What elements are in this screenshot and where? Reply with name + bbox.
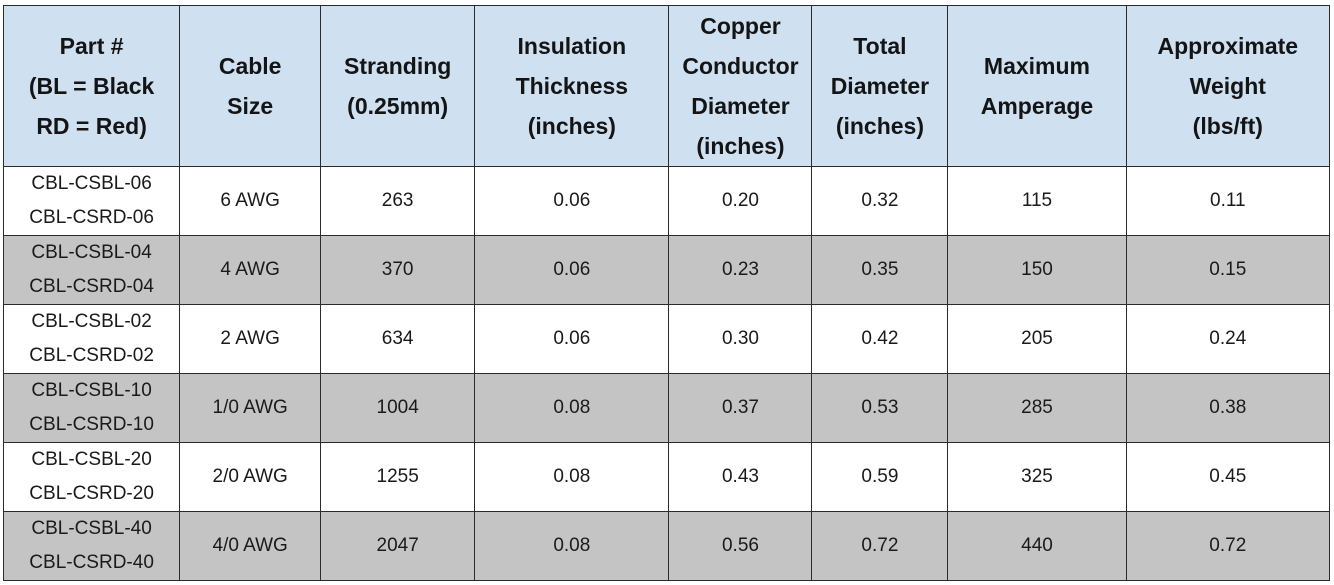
cell-approximate-weight: 0.38 (1125, 373, 1331, 443)
header-insulation-thickness: Insulation Thickness (inches) (474, 5, 670, 167)
cell-cable-size: 1/0 AWG (179, 373, 322, 443)
cell-cable-size: 6 AWG (179, 166, 322, 236)
spec-table-container: Part # (BL = Black RD = Red) Cable Size … (2, 5, 1331, 581)
cell-stranding: 1004 (320, 373, 476, 443)
cell-part-number: CBL-CSBL-40 CBL-CSRD-40 (2, 511, 181, 581)
cell-approximate-weight: 0.45 (1125, 442, 1331, 512)
table-header: Part # (BL = Black RD = Red) Cable Size … (2, 5, 1331, 167)
cell-total-diameter: 0.42 (811, 304, 949, 374)
table-row: CBL-CSBL-10 CBL-CSRD-10 1/0 AWG 1004 0.0… (2, 373, 1331, 443)
cell-total-diameter: 0.35 (811, 235, 949, 305)
cell-total-diameter: 0.53 (811, 373, 949, 443)
table-row: CBL-CSBL-40 CBL-CSRD-40 4/0 AWG 2047 0.0… (2, 511, 1331, 581)
cell-total-diameter: 0.59 (811, 442, 949, 512)
cell-copper-conductor-diameter: 0.43 (668, 442, 813, 512)
cell-insulation-thickness: 0.06 (474, 304, 670, 374)
cell-approximate-weight: 0.11 (1125, 166, 1331, 236)
cell-copper-conductor-diameter: 0.23 (668, 235, 813, 305)
cell-maximum-amperage: 150 (947, 235, 1127, 305)
cell-part-number: CBL-CSBL-02 CBL-CSRD-02 (2, 304, 181, 374)
cell-maximum-amperage: 440 (947, 511, 1127, 581)
cell-cable-size: 4 AWG (179, 235, 322, 305)
cell-part-number: CBL-CSBL-06 CBL-CSRD-06 (2, 166, 181, 236)
cell-part-number: CBL-CSBL-20 CBL-CSRD-20 (2, 442, 181, 512)
cell-stranding: 263 (320, 166, 476, 236)
table-row: CBL-CSBL-04 CBL-CSRD-04 4 AWG 370 0.06 0… (2, 235, 1331, 305)
header-row: Part # (BL = Black RD = Red) Cable Size … (2, 5, 1331, 167)
table-row: CBL-CSBL-06 CBL-CSRD-06 6 AWG 263 0.06 0… (2, 166, 1331, 236)
cell-approximate-weight: 0.15 (1125, 235, 1331, 305)
cell-cable-size: 2/0 AWG (179, 442, 322, 512)
cell-copper-conductor-diameter: 0.37 (668, 373, 813, 443)
table-row: CBL-CSBL-20 CBL-CSRD-20 2/0 AWG 1255 0.0… (2, 442, 1331, 512)
cell-maximum-amperage: 325 (947, 442, 1127, 512)
cell-maximum-amperage: 115 (947, 166, 1127, 236)
cell-insulation-thickness: 0.06 (474, 166, 670, 236)
cell-total-diameter: 0.72 (811, 511, 949, 581)
header-copper-conductor-diameter: Copper Conductor Diameter (inches) (668, 5, 813, 167)
table-row: CBL-CSBL-02 CBL-CSRD-02 2 AWG 634 0.06 0… (2, 304, 1331, 374)
header-total-diameter: Total Diameter (inches) (811, 5, 949, 167)
cell-insulation-thickness: 0.08 (474, 373, 670, 443)
cell-cable-size: 2 AWG (179, 304, 322, 374)
table-body: CBL-CSBL-06 CBL-CSRD-06 6 AWG 263 0.06 0… (2, 166, 1331, 581)
header-cable-size: Cable Size (179, 5, 322, 167)
cable-spec-table: Part # (BL = Black RD = Red) Cable Size … (2, 5, 1331, 581)
cell-cable-size: 4/0 AWG (179, 511, 322, 581)
cell-part-number: CBL-CSBL-10 CBL-CSRD-10 (2, 373, 181, 443)
cell-copper-conductor-diameter: 0.20 (668, 166, 813, 236)
header-stranding: Stranding (0.25mm) (320, 5, 476, 167)
cell-total-diameter: 0.32 (811, 166, 949, 236)
cell-insulation-thickness: 0.06 (474, 235, 670, 305)
cell-approximate-weight: 0.24 (1125, 304, 1331, 374)
cell-maximum-amperage: 285 (947, 373, 1127, 443)
cell-insulation-thickness: 0.08 (474, 442, 670, 512)
cell-copper-conductor-diameter: 0.30 (668, 304, 813, 374)
header-maximum-amperage: Maximum Amperage (947, 5, 1127, 167)
header-part-number: Part # (BL = Black RD = Red) (2, 5, 181, 167)
cell-part-number: CBL-CSBL-04 CBL-CSRD-04 (2, 235, 181, 305)
cell-copper-conductor-diameter: 0.56 (668, 511, 813, 581)
cell-stranding: 2047 (320, 511, 476, 581)
cell-maximum-amperage: 205 (947, 304, 1127, 374)
cell-insulation-thickness: 0.08 (474, 511, 670, 581)
header-approximate-weight: Approximate Weight (lbs/ft) (1125, 5, 1331, 167)
cell-approximate-weight: 0.72 (1125, 511, 1331, 581)
cell-stranding: 370 (320, 235, 476, 305)
cell-stranding: 634 (320, 304, 476, 374)
cell-stranding: 1255 (320, 442, 476, 512)
